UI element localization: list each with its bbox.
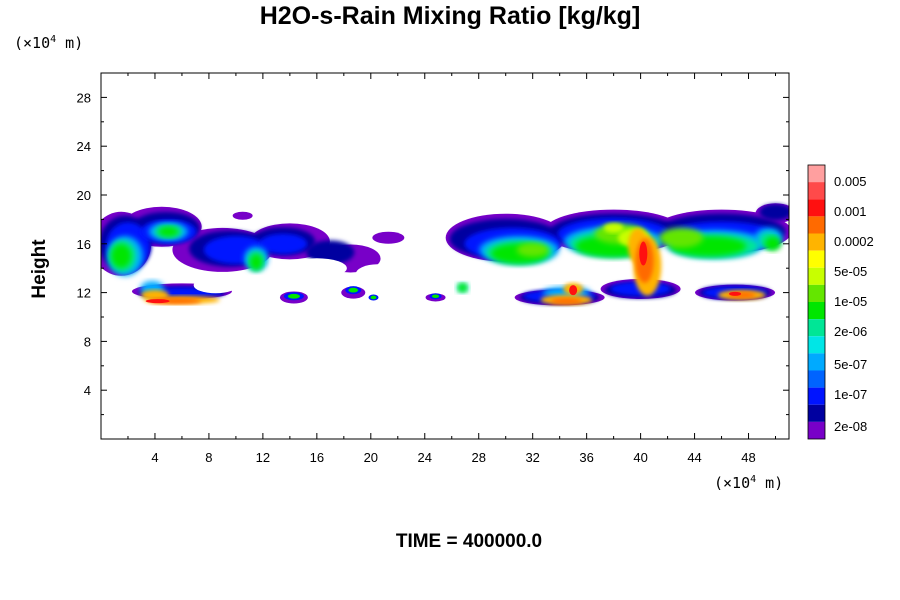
time-label: TIME = 400000.0 xyxy=(395,531,543,552)
colorbar-label: 5e-05 xyxy=(834,264,867,279)
y-tick-label: 28 xyxy=(77,90,91,105)
field-red-core xyxy=(569,285,578,296)
field-blue-band xyxy=(759,204,789,221)
x-tick-label: 8 xyxy=(205,450,212,465)
x-tick-label: 48 xyxy=(741,450,755,465)
colorbar-label: 1e-05 xyxy=(834,294,867,309)
field-gap xyxy=(193,277,238,294)
y-tick-label: 12 xyxy=(77,286,91,301)
y-axis-unit: (×104 m) xyxy=(14,34,84,52)
field-red-core xyxy=(639,241,648,266)
colorbar-label: 2e-08 xyxy=(834,419,867,434)
x-tick-label: 40 xyxy=(633,450,647,465)
field-gap xyxy=(384,205,425,222)
colorbar-label: 2e-06 xyxy=(834,324,867,339)
field-red-core xyxy=(729,291,742,296)
field-lightgreen-band xyxy=(659,227,704,248)
colorbar-label: 5e-07 xyxy=(834,357,867,372)
x-tick-label: 4 xyxy=(151,450,158,465)
chart-title: H2O-s-Rain Mixing Ratio [kg/kg] xyxy=(259,2,641,30)
colorbar-swatch xyxy=(808,319,825,337)
colorbar-swatch xyxy=(808,387,825,405)
colorbar-swatch xyxy=(808,336,825,354)
colorbar-swatch xyxy=(808,199,825,217)
colorbar-swatch xyxy=(808,404,825,422)
y-tick-label: 8 xyxy=(84,334,91,349)
field-lightgreen-band xyxy=(516,242,549,257)
x-tick-label: 24 xyxy=(418,450,432,465)
colorbar-swatch xyxy=(808,353,825,371)
colorbar-swatch xyxy=(808,233,825,251)
colorbar-frame xyxy=(807,164,826,440)
field-small-cell-core xyxy=(431,294,440,299)
field-darkorange-core xyxy=(550,298,583,305)
field-gap xyxy=(101,193,135,202)
field-red-core xyxy=(145,299,170,304)
colorbar-swatch xyxy=(808,182,825,200)
field-green-band xyxy=(458,283,467,292)
colorbar-swatch xyxy=(808,165,825,183)
x-axis-ticks: 4 8 12 16 20 24 28 32 36 40 44 48 xyxy=(127,73,777,465)
field-small-cell-core xyxy=(287,293,300,299)
field-yellowgreen-band xyxy=(603,222,624,233)
field-envelope xyxy=(372,231,405,244)
field-gap xyxy=(417,221,446,266)
y-tick-label: 20 xyxy=(77,188,91,203)
colorbar-swatch xyxy=(808,284,825,302)
x-tick-label: 20 xyxy=(364,450,378,465)
colorbar-swatch xyxy=(808,267,825,285)
x-tick-label: 36 xyxy=(579,450,593,465)
colorbar-swatch xyxy=(808,250,825,268)
colorbar-label: 0.001 xyxy=(834,204,867,219)
field-green-band xyxy=(158,226,179,237)
field-green-band xyxy=(250,254,263,271)
field-green-band xyxy=(764,236,781,251)
y-axis-ticks: 4 8 12 16 20 24 28 xyxy=(77,90,789,416)
field-small-cell-core xyxy=(370,295,377,300)
x-axis-unit: (×104 m) xyxy=(714,474,784,492)
x-tick-label: 32 xyxy=(525,450,539,465)
colorbar: 0.005 0.001 0.0002 5e-05 1e-05 2e-06 5e-07 1e-0… xyxy=(807,164,874,440)
colorbar-swatch xyxy=(808,216,825,234)
field-gap xyxy=(355,264,400,285)
x-tick-label: 28 xyxy=(471,450,485,465)
x-tick-label: 16 xyxy=(310,450,324,465)
field-blue-band xyxy=(259,233,308,254)
y-tick-label: 4 xyxy=(84,383,91,398)
colorbar-swatch xyxy=(808,302,825,320)
field-gap xyxy=(243,195,324,208)
field-gap xyxy=(286,258,347,279)
field-envelope xyxy=(232,211,253,220)
field-small-cell-core xyxy=(348,287,359,293)
y-tick-label: 16 xyxy=(77,237,91,252)
y-tick-label: 24 xyxy=(77,139,91,154)
colorbar-swatch xyxy=(808,421,825,439)
x-tick-label: 12 xyxy=(256,450,270,465)
x-tick-label: 44 xyxy=(687,450,701,465)
colorbar-label: 0.0002 xyxy=(834,234,874,249)
rain-field xyxy=(101,193,789,306)
plot-frame xyxy=(100,72,790,440)
colorbar-label: 0.005 xyxy=(834,174,867,189)
field-orange-core xyxy=(140,290,169,301)
colorbar-swatch xyxy=(808,370,825,388)
colorbar-label: 1e-07 xyxy=(834,387,867,402)
field-green-band xyxy=(111,244,132,268)
